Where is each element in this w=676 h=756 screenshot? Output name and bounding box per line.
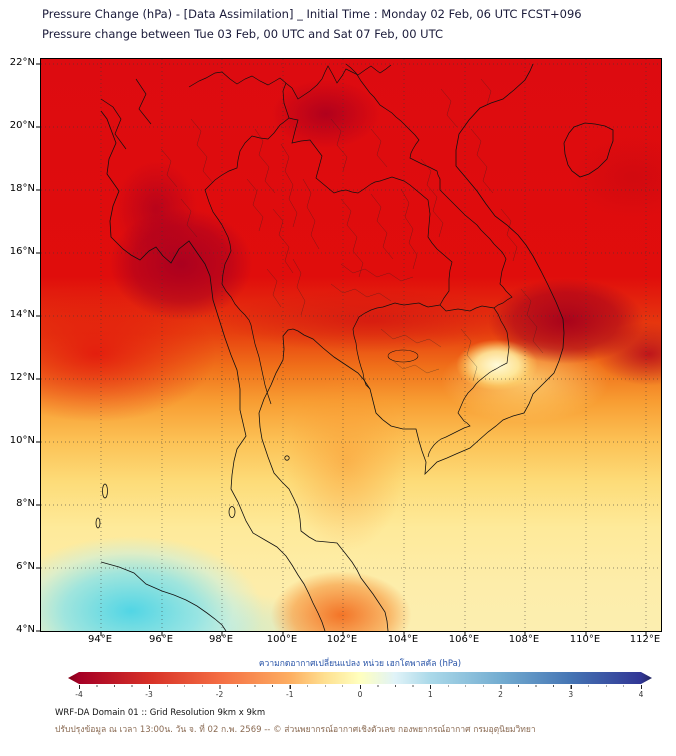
y-axis-tick-label: 18°N (9, 183, 35, 194)
footer-domain-info: WRF-DA Domain 01 :: Grid Resolution 9km … (55, 708, 266, 718)
x-axis-tick-label: 106°E (448, 634, 480, 645)
graticule (41, 59, 661, 631)
y-axis-tick-label: 20°N (9, 120, 35, 131)
map-overlay-svg (36, 59, 661, 636)
y-axis-tick-label: 22°N (9, 57, 35, 68)
y-axis-tick-label: 12°N (9, 372, 35, 383)
colorbar-tick-label: 4 (638, 690, 644, 699)
colorbar-tick-label: -2 (215, 690, 224, 699)
x-axis-tick-label: 100°E (266, 634, 298, 645)
x-axis-tick-label: 102°E (326, 634, 358, 645)
x-axis-tick-label: 104°E (387, 634, 419, 645)
colorbar-label: ความกดอากาศเปลี่ยนแปลง หน่วย เฮกโตพาสคัล… (258, 659, 462, 669)
y-axis-tick-label: 8°N (16, 498, 35, 509)
colorbar-tick-label: -1 (286, 690, 294, 699)
province-borders (160, 78, 544, 382)
country-borders (100, 63, 513, 458)
colorbar (68, 672, 652, 684)
colorbar-tick-label: -4 (75, 690, 83, 699)
y-axis-tick-label: 6°N (16, 561, 35, 572)
y-axis-tick-label: 14°N (9, 309, 35, 320)
x-axis-tick-label: 108°E (508, 634, 540, 645)
y-axis-tick-label: 16°N (9, 246, 35, 257)
x-axis-tick-label: 110°E (569, 634, 601, 645)
y-axis-tick-label: 10°N (9, 435, 35, 446)
colorbar-tick-label: 3 (568, 690, 574, 699)
y-axis-tick-label: 4°N (16, 624, 35, 635)
colorbar-tick-label: 1 (427, 690, 433, 699)
x-axis-tick-label: 112°E (629, 634, 661, 645)
chart-title-line1: Pressure Change (hPa) - [Data Assimilati… (42, 7, 582, 21)
colorbar-tick-label: 2 (498, 690, 503, 699)
colorbar-tick-label: -3 (145, 690, 153, 699)
chart-title-line2: Pressure change between Tue 03 Feb, 00 U… (42, 27, 443, 41)
colorbar-tick-label: 0 (357, 690, 363, 699)
colorbar-major-ticks (79, 685, 643, 689)
pressure-change-map (36, 58, 662, 636)
x-axis-tick-label: 96°E (148, 634, 174, 645)
coastlines (95, 63, 614, 632)
x-axis-tick-label: 98°E (208, 634, 234, 645)
axis-ticks (36, 63, 647, 636)
footer-agency-info: ปรับปรุงข้อมูล ณ เวลา 13:00น. วัน จ. ที่… (55, 725, 536, 735)
x-axis-tick-label: 94°E (87, 634, 113, 645)
